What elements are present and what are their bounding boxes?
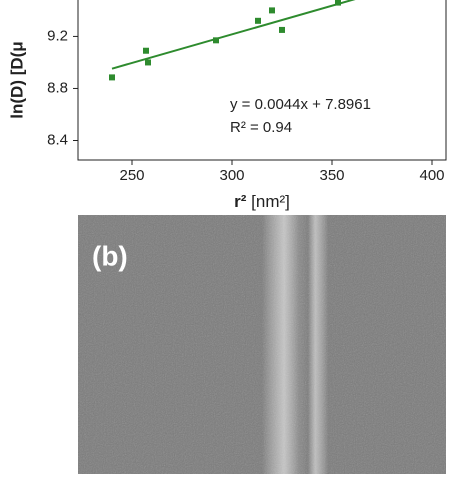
y-axis-label: ln(D) [D(μ <box>7 41 26 118</box>
x-axis-label: r² [nm²] <box>234 192 290 211</box>
data-point <box>143 47 149 54</box>
fit-r-squared: R² = 0.94 <box>230 119 292 136</box>
data-point <box>255 17 261 24</box>
fit-line <box>111 0 356 70</box>
x-tick-label: 300 <box>219 167 244 184</box>
y-tick-label: 9.2 <box>47 27 68 44</box>
y-tick-label: 8.8 <box>47 79 68 96</box>
data-point <box>279 26 285 33</box>
data-point <box>145 59 151 66</box>
chart: ln(D) [D(μ r² [nm²] y = 0.0044x + 7.8961… <box>7 0 447 211</box>
x-label-unit: [nm²] <box>251 192 290 211</box>
x-tick-label: 250 <box>119 167 144 184</box>
x-label-symbol: r² <box>234 192 247 211</box>
plot-frame <box>77 0 447 161</box>
fit-equation: y = 0.0044x + 7.8961 <box>230 96 371 113</box>
panel-label: (b) <box>92 240 128 271</box>
plot-area <box>109 0 356 81</box>
y-tick-label: 8.4 <box>47 131 68 148</box>
data-point <box>335 0 341 6</box>
data-point <box>109 74 115 81</box>
data-point <box>269 7 275 14</box>
data-point <box>213 37 219 44</box>
image-panel: (b) <box>78 215 446 474</box>
x-tick-label: 350 <box>319 167 344 184</box>
micrograph-stripes <box>78 215 446 474</box>
x-tick-label: 400 <box>419 167 444 184</box>
